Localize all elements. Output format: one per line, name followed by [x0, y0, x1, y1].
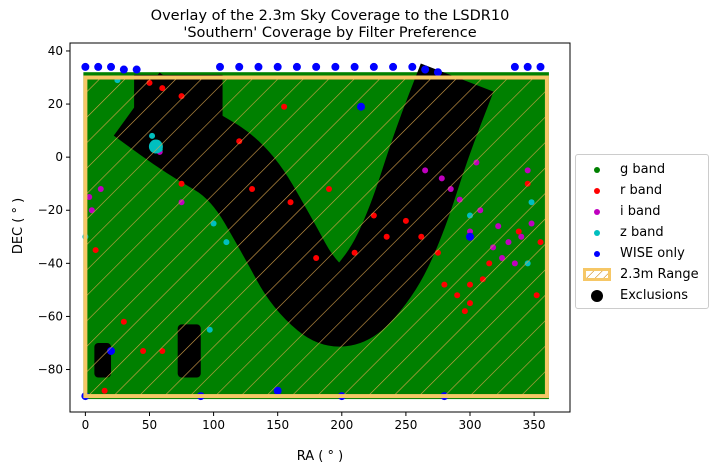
- wise-point: [510, 62, 519, 71]
- x-tick-label: 350: [523, 418, 546, 432]
- wise-point: [235, 62, 244, 71]
- wise-point: [350, 62, 359, 71]
- x-tick-label: 200: [330, 418, 353, 432]
- y-tick-label: 20: [48, 97, 63, 111]
- wise-point: [433, 68, 442, 77]
- wise-point: [523, 62, 532, 71]
- legend-swatch: [582, 267, 612, 283]
- legend-item: 2.3m Range: [582, 264, 702, 285]
- legend-item: WISE only: [582, 243, 702, 264]
- y-tick-label: 0: [55, 150, 63, 164]
- x-tick-label: 150: [266, 418, 289, 432]
- wise-point: [132, 65, 141, 74]
- wise-point: [408, 62, 417, 71]
- wise-point: [94, 62, 103, 71]
- range-overlay: [83, 75, 549, 399]
- legend-swatch: [582, 246, 612, 262]
- y-tick-label: −80: [38, 363, 63, 377]
- x-tick-label: 250: [394, 418, 417, 432]
- wise-point: [421, 65, 430, 74]
- legend-marker: [594, 250, 600, 257]
- wise-point: [273, 62, 282, 71]
- x-tick-label: 0: [82, 418, 90, 432]
- axes-frame: [69, 42, 571, 413]
- legend: g band r band i band z band WISE only 2.3m Ra…: [575, 154, 709, 309]
- legend-swatch: [582, 204, 612, 220]
- y-tick-label: −20: [38, 203, 63, 217]
- legend-item: i band: [582, 201, 702, 222]
- legend-label: z band: [620, 225, 664, 240]
- legend-label: Exclusions: [620, 288, 689, 303]
- legend-item: r band: [582, 180, 702, 201]
- wise-point: [536, 62, 545, 71]
- x-tick-label: 300: [459, 418, 482, 432]
- y-tick-label: −40: [38, 256, 63, 270]
- legend-marker: [594, 166, 600, 173]
- legend-marker: [594, 187, 600, 194]
- wise-point: [292, 62, 301, 71]
- wise-point: [81, 62, 90, 71]
- legend-swatch: [582, 225, 612, 241]
- wise-point: [107, 62, 116, 71]
- y-axis-label: DEC ( ° ): [11, 198, 26, 254]
- legend-label: 2.3m Range: [620, 267, 699, 282]
- chart-title-line-1: Overlay of the 2.3m Sky Coverage to the …: [150, 8, 510, 24]
- legend-item: z band: [582, 222, 702, 243]
- y-tick-label: −60: [38, 309, 63, 323]
- legend-swatch: [582, 162, 612, 178]
- wise-point: [331, 62, 340, 71]
- wise-point: [389, 62, 398, 71]
- legend-label: i band: [620, 204, 661, 219]
- legend-marker: [583, 267, 611, 281]
- legend-label: WISE only: [620, 246, 685, 261]
- legend-item: Exclusions: [582, 285, 702, 306]
- legend-label: g band: [620, 162, 666, 177]
- wise-point: [254, 62, 263, 71]
- legend-swatch: [582, 183, 612, 199]
- wise-point: [312, 62, 321, 71]
- legend-marker: [594, 229, 600, 236]
- legend-label: r band: [620, 183, 663, 198]
- x-tick-label: 50: [142, 418, 157, 432]
- wise-band-points: [81, 62, 545, 401]
- wise-point: [119, 65, 128, 74]
- x-axis-label: RA ( ° ): [297, 449, 343, 464]
- wise-point: [216, 62, 224, 71]
- wise-point: [369, 62, 378, 71]
- legend-swatch: [582, 288, 612, 304]
- legend-marker: [591, 289, 603, 302]
- x-tick-label: 100: [202, 418, 225, 432]
- chart-title-line-2: 'Southern' Coverage by Filter Preference: [183, 25, 477, 41]
- y-tick-label: 40: [48, 44, 63, 58]
- legend-marker: [594, 208, 600, 215]
- legend-item: g band: [582, 159, 702, 180]
